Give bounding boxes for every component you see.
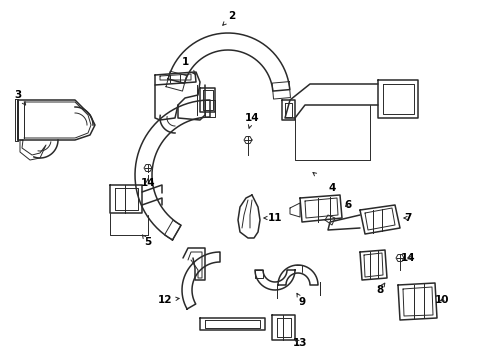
Text: 5: 5 <box>144 237 151 247</box>
Text: 6: 6 <box>344 200 351 210</box>
Text: 10: 10 <box>434 295 448 305</box>
Text: 7: 7 <box>404 213 411 223</box>
Text: 9: 9 <box>298 297 305 307</box>
Text: 2: 2 <box>228 11 235 21</box>
Text: 8: 8 <box>376 285 383 295</box>
Text: 4: 4 <box>327 183 335 193</box>
Text: 3: 3 <box>14 90 21 100</box>
Text: 13: 13 <box>292 338 306 348</box>
Text: 14: 14 <box>244 113 259 123</box>
Text: 14: 14 <box>141 178 155 188</box>
Text: 14: 14 <box>400 253 414 263</box>
Text: 11: 11 <box>267 213 282 223</box>
Text: 1: 1 <box>181 57 188 67</box>
Text: 12: 12 <box>158 295 172 305</box>
